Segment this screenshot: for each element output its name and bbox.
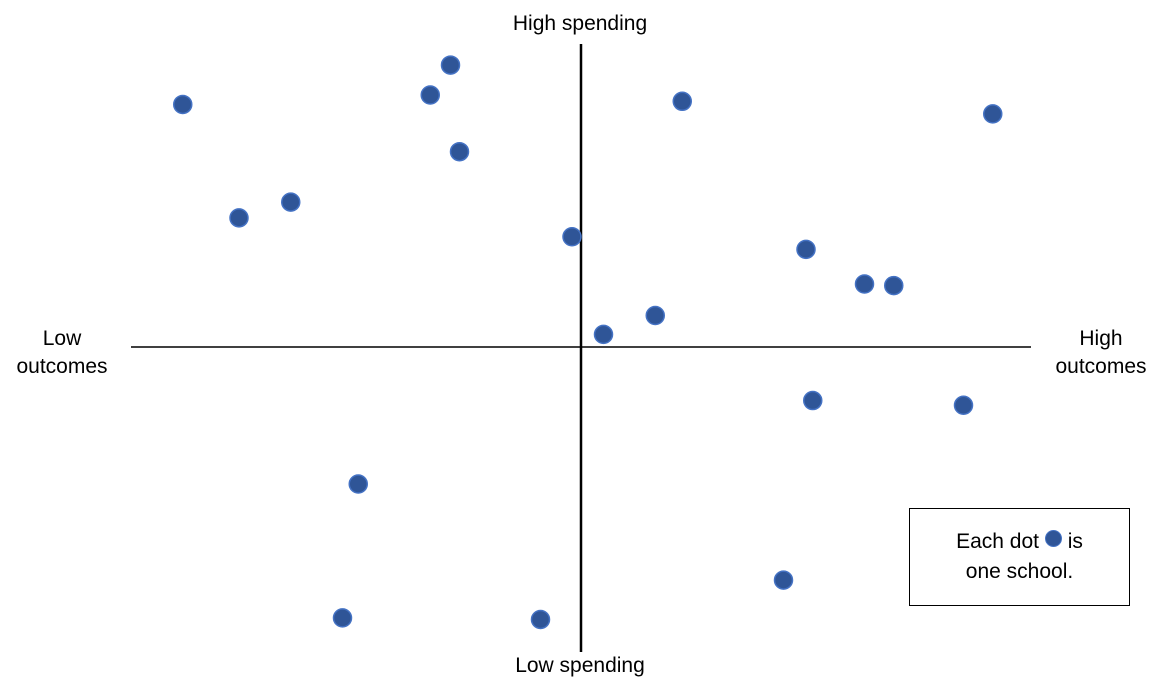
axis-label-low-outcomes: Low outcomes [0,325,124,381]
data-points [173,55,1003,630]
axis-label-high-outcomes-line2: outcomes [1055,355,1147,378]
school-point [854,274,875,294]
legend-text-is: is [1067,530,1083,553]
school-point [884,275,904,296]
school-point [530,609,551,630]
school-point [562,227,582,247]
school-point [420,85,440,105]
school-point [953,395,974,416]
axis-label-high-spending: High spending [512,12,648,35]
school-point [348,474,368,494]
legend-box: Each dot is one school. [909,508,1130,606]
school-point [229,208,249,228]
school-point [281,192,301,212]
school-point [645,305,665,326]
axis-label-high-outcomes: High outcomes [1038,325,1164,381]
axis-label-low-outcomes-line1: Low [42,327,82,350]
school-point [593,324,614,345]
school-point [773,570,794,590]
school-point [440,55,461,75]
school-point [672,91,692,112]
school-point [983,104,1003,124]
axis-label-low-spending: Low spending [515,654,645,677]
school-point [449,141,470,162]
legend-text-each-dot: Each dot [956,530,1040,553]
school-point [796,239,816,260]
school-point [173,94,193,115]
legend-dot-icon [1044,530,1062,547]
axis-label-high-outcomes-line1: High [1079,327,1123,350]
school-point [332,608,353,628]
legend-line-2: one school. [965,560,1074,583]
school-point [803,390,823,411]
axis-label-low-outcomes-line2: outcomes [16,355,108,378]
legend-line-1: Each dot is [910,527,1129,557]
